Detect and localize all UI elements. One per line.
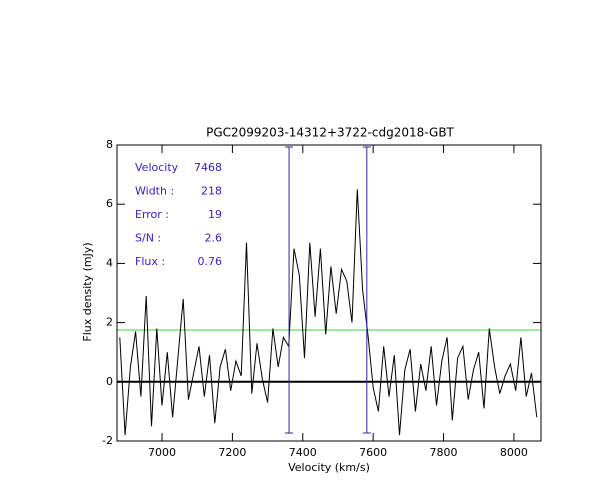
y-axis-label: Flux density (mJy)	[81, 242, 94, 341]
annotation-value: 7468	[194, 161, 222, 174]
plot-frame	[116, 144, 542, 442]
annotation-value: 0.76	[198, 255, 223, 268]
annotation-label: Error :	[135, 208, 169, 221]
y-tick-label: 4	[106, 256, 113, 269]
y-tick-label: 8	[106, 138, 113, 151]
x-axis-label: Velocity (km/s)	[288, 461, 370, 474]
y-tick-label: -2	[102, 434, 113, 447]
chart-title: PGC2099203-14312+3722-cdg2018-GBT	[206, 126, 454, 140]
annotation-label: Width :	[135, 185, 174, 198]
annotation-label: Velocity	[135, 161, 179, 174]
y-tick-label: 2	[106, 316, 113, 329]
annotation-value: 19	[208, 208, 222, 221]
annotation-label: S/N :	[135, 232, 161, 245]
y-tick-label: 0	[106, 375, 113, 388]
spectrum-line	[119, 189, 538, 436]
y-tick-label: 6	[106, 197, 113, 210]
x-tick-label: 7400	[289, 446, 317, 459]
x-tick-label: 8000	[500, 446, 528, 459]
x-tick-label: 7800	[430, 446, 458, 459]
x-tick-label: 7200	[218, 446, 246, 459]
x-tick-label: 7000	[148, 446, 176, 459]
annotation-value: 218	[201, 185, 222, 198]
annotation-label: Flux :	[135, 255, 165, 268]
x-tick-label: 7600	[359, 446, 387, 459]
annotation-value: 2.6	[205, 232, 223, 245]
